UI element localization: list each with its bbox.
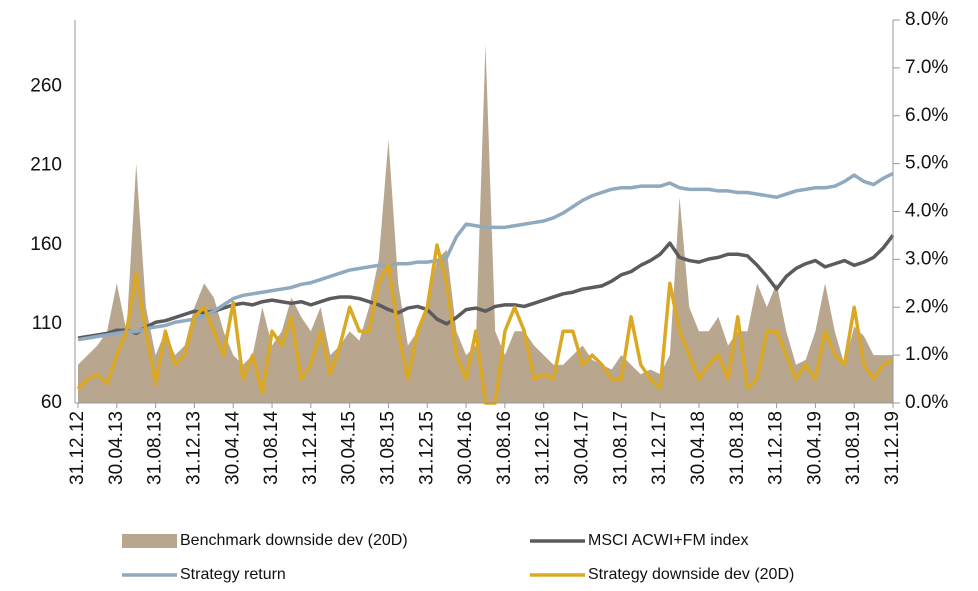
x-tick-label: 30.04.19 bbox=[804, 411, 825, 485]
area bbox=[78, 43, 893, 403]
y2-tick-label: 8.0% bbox=[905, 9, 948, 30]
y2-tick-label: 6.0% bbox=[905, 105, 948, 126]
x-tick-label: 31.12.19 bbox=[882, 411, 903, 485]
x-tick-label: 31.08.19 bbox=[843, 411, 864, 485]
x-tick-label: 31.12.12 bbox=[67, 411, 88, 485]
x-tick-label: 31.12.16 bbox=[533, 411, 554, 485]
y2-tick-label: 3.0% bbox=[905, 248, 948, 269]
legend-label: Strategy downside dev (20D) bbox=[588, 566, 794, 583]
line bbox=[77, 171, 894, 342]
x-tick-label: 30.04.17 bbox=[572, 411, 593, 485]
x-tick-label: 31.08.17 bbox=[610, 411, 631, 485]
y2-tick-label: 0.0% bbox=[905, 392, 948, 413]
y-tick-label: 260 bbox=[30, 75, 62, 96]
x-tick-label: 30.04.18 bbox=[688, 411, 709, 485]
legend-label: Benchmark downside dev (20D) bbox=[180, 532, 408, 549]
y2-tick-label: 5.0% bbox=[905, 153, 948, 174]
x-tick-label: 31.08.18 bbox=[727, 411, 748, 485]
y-tick-label: 110 bbox=[32, 313, 62, 334]
legend-label: MSCI ACWI+FM index bbox=[588, 532, 748, 549]
x-tick-label: 31.12.13 bbox=[183, 411, 204, 485]
x-tick-label: 30.04.14 bbox=[222, 411, 243, 485]
x-tick-label: 31.12.15 bbox=[416, 411, 437, 485]
y-tick-label: 210 bbox=[30, 155, 62, 176]
x-tick-label: 30.04.13 bbox=[106, 411, 127, 485]
legend-swatch bbox=[122, 534, 177, 548]
x-tick-label: 31.08.15 bbox=[377, 411, 398, 485]
x-tick-label: 31.12.17 bbox=[649, 411, 670, 485]
y-tick-label: 60 bbox=[41, 392, 62, 413]
y2-tick-label: 7.0% bbox=[905, 57, 948, 78]
x-tick-label: 31.08.16 bbox=[494, 411, 515, 485]
y-tick-label: 160 bbox=[30, 234, 62, 255]
x-tick-label: 31.08.13 bbox=[145, 411, 166, 485]
x-tick-label: 31.12.14 bbox=[300, 411, 321, 485]
y2-tick-label: 2.0% bbox=[905, 296, 948, 317]
x-tick-label: 30.04.15 bbox=[339, 411, 360, 485]
x-tick-label: 31.08.14 bbox=[261, 411, 282, 485]
legend-label: Strategy return bbox=[180, 566, 286, 583]
x-tick-label: 30.04.16 bbox=[455, 411, 476, 485]
y2-tick-label: 4.0% bbox=[905, 201, 948, 222]
y2-tick-label: 1.0% bbox=[905, 344, 948, 365]
x-tick-label: 31.12.18 bbox=[766, 411, 787, 485]
